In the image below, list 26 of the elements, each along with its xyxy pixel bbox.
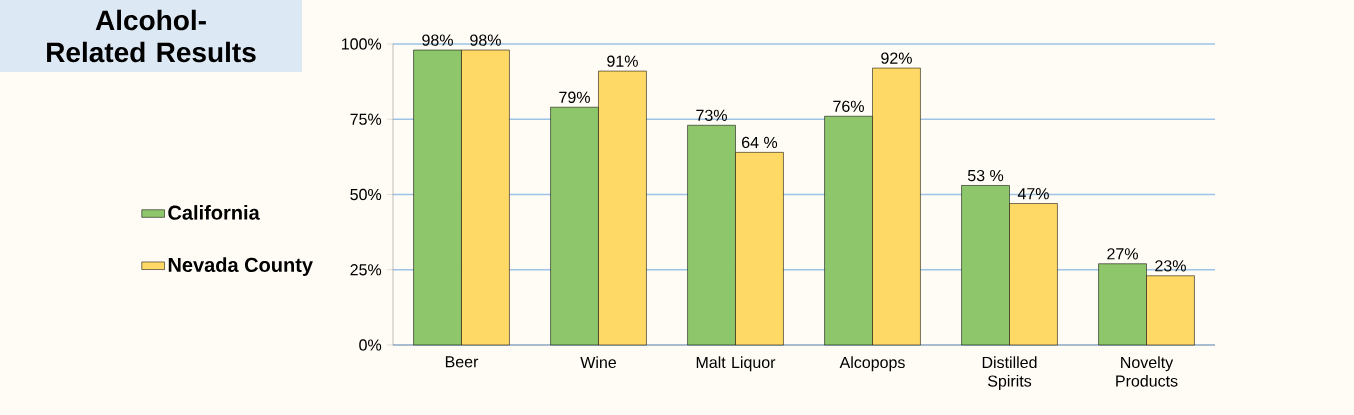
data-label: 92% bbox=[881, 52, 912, 64]
y-tick-label: 0% bbox=[359, 339, 382, 351]
data-label: 27% bbox=[1107, 248, 1138, 260]
data-label: 76% bbox=[833, 100, 864, 112]
data-label: 64 % bbox=[742, 136, 778, 149]
y-tick-label: 75% bbox=[350, 113, 382, 125]
data-label: 73% bbox=[696, 109, 727, 121]
x-tick-label: Novelty Products bbox=[1116, 356, 1178, 387]
y-tick-label: 50% bbox=[350, 188, 382, 201]
legend-label: Nevada County bbox=[168, 257, 313, 276]
legend-label: California bbox=[168, 205, 260, 220]
x-tick-label: Beer bbox=[445, 356, 479, 368]
data-label: 98% bbox=[470, 34, 501, 46]
data-label: 53 % bbox=[967, 169, 1004, 182]
data-label: 91% bbox=[607, 55, 638, 67]
x-tick-label: Distilled Spirits bbox=[982, 356, 1037, 390]
x-tick-label: Alcopops bbox=[839, 356, 905, 372]
y-tick-label: 100% bbox=[342, 38, 382, 50]
data-label: 98% bbox=[422, 34, 453, 46]
x-tick-label: Wine bbox=[580, 356, 616, 369]
data-label: 47% bbox=[1017, 188, 1049, 200]
text: Alcohol-Related Results bbox=[47, 9, 256, 63]
y-tick-label: 25% bbox=[350, 264, 382, 276]
data-label: 79% bbox=[559, 91, 590, 103]
data-label: 23% bbox=[1155, 260, 1186, 272]
x-tick-label: Malt Liquor bbox=[696, 356, 776, 372]
